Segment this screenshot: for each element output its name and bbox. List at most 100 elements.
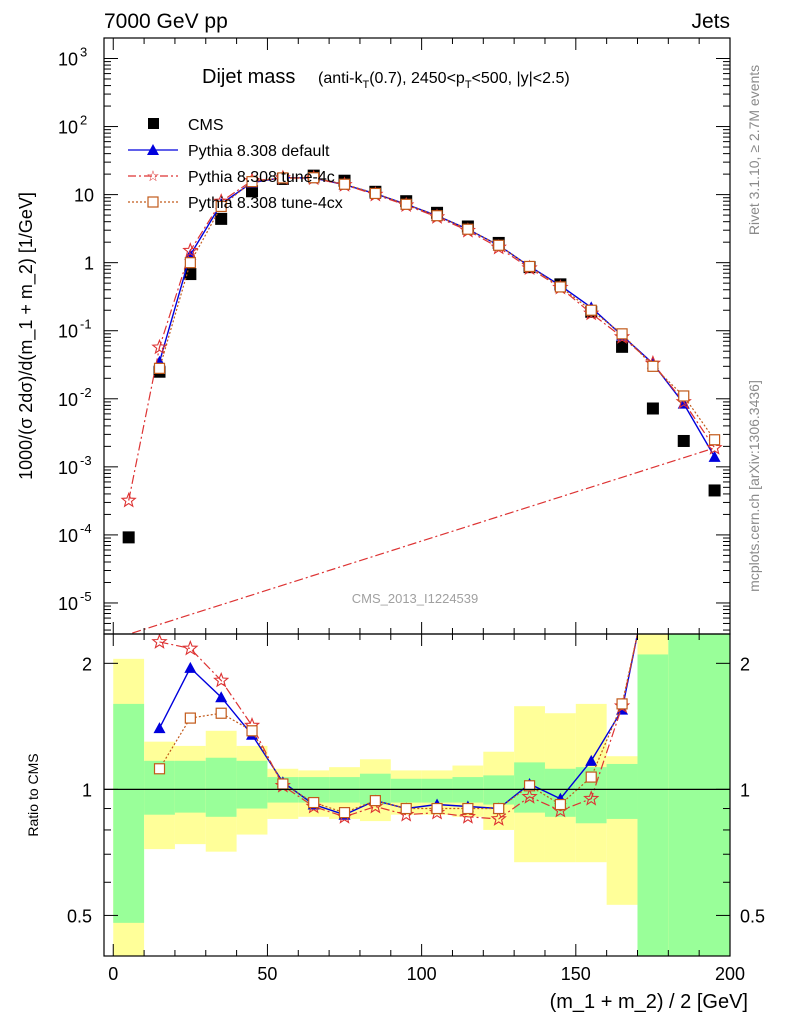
ratio-point-pythia-8-308-tune-4cx (462, 802, 474, 815)
main-point-pythia-8-308-tune-4cx (431, 210, 443, 222)
ratio-point-pythia-8-308-tune-4cx (308, 796, 320, 809)
main-point-pythia-8-308-tune-4cx (554, 281, 566, 293)
y-axis-label-ratio: Ratio to CMS (25, 753, 41, 836)
y-tick-label: 10 (58, 390, 78, 410)
header-left: 7000 GeV pp (104, 10, 228, 33)
main-point-pythia-8-308-tune-4cx (493, 239, 505, 251)
ratio-y-tick-label-right: 1 (740, 780, 750, 800)
main-point-pythia-8-308-tune-4cx (246, 176, 258, 188)
ratio-y-tick-label: 2 (82, 654, 92, 674)
ratio-point-pythia-8-308-tune-4c (151, 633, 168, 649)
ratio-band-inner (205, 757, 237, 817)
main-point-pythia-8-308-tune-4cx (616, 328, 628, 340)
ratio-y-tick-label-right: 2 (740, 654, 750, 674)
y-tick-label-exponent: 2 (80, 113, 87, 128)
main-point-pythia-8-308-tune-4c (182, 242, 199, 258)
ratio-point-pythia-8-308-tune-4c (490, 810, 507, 826)
x-tick-label: 150 (561, 964, 591, 984)
ratio-band-inner (668, 634, 730, 956)
main-point-cms (122, 531, 135, 544)
ratio-uncertainty-bands (113, 634, 730, 956)
y-tick-label-exponent: -1 (80, 317, 92, 332)
y-tick-label: 10 (74, 186, 94, 206)
y-tick-label-exponent: -2 (80, 385, 92, 400)
ratio-band-inner (390, 778, 422, 803)
ratio-point-pythia-8-308-default (585, 754, 598, 766)
main-point-pythia-8-308-tune-4cx (523, 260, 536, 273)
ratio-point-pythia-8-308-tune-4c (521, 788, 538, 804)
main-point-pythia-8-308-tune-4c (706, 439, 723, 455)
main-point-pythia-8-308-tune-4cx (647, 360, 659, 372)
x-tick-label: 100 (407, 964, 437, 984)
ratio-point-pythia-8-308-tune-4cx (277, 778, 289, 790)
mcplots-text: mcplots.cern.ch [arXiv:1306.3436] (746, 380, 762, 592)
ratio-point-pythia-8-308-tune-4cx (369, 795, 381, 807)
y-tick-label: 1 (84, 254, 94, 274)
ratio-band-inner (637, 654, 669, 956)
y-tick-label: 10 (58, 49, 78, 69)
legend: CMS Pythia 8.308 default ☆ Pythia 8.308 … (128, 117, 343, 212)
main-point-pythia-8-308-tune-4cx (400, 198, 412, 210)
main-point-cms (646, 402, 659, 415)
ratio-y-tick-label: 1 (82, 780, 92, 800)
legend-label-cms: CMS (188, 117, 224, 134)
main-point-pythia-8-308-default (677, 397, 690, 409)
rivet-version-text: Rivet 3.1.10, ≥ 2.7M events (746, 65, 762, 235)
ratio-band-inner (236, 760, 268, 809)
main-point-pythia-8-308-tune-4cx (184, 257, 196, 269)
main-point-cms (215, 212, 228, 225)
legend-marker-tune4cx (147, 196, 159, 208)
ratio-band-inner (113, 703, 145, 923)
ratio-series (151, 633, 639, 826)
y-tick-label: 10 (58, 118, 78, 138)
main-point-pythia-8-308-tune-4cx (462, 223, 474, 235)
ratio-point-pythia-8-308-tune-4cx (153, 763, 166, 775)
y-tick-label: 10 (58, 594, 78, 614)
legend-marker-tune4c: ☆ (146, 168, 159, 185)
main-point-cms (677, 434, 690, 447)
ratio-frame (103, 633, 731, 957)
chart-title: Dijet mass (anti-kT(0.7), 2450<pT<500, |… (202, 66, 570, 91)
y-tick-label: 10 (58, 458, 78, 478)
legend-label-tune4cx: Pythia 8.308 tune-4cx (188, 195, 343, 212)
main-line-pythia-8-308-tune-4c (128, 177, 716, 635)
main-point-pythia-8-308-tune-4c (120, 491, 137, 508)
y-tick-label: 10 (58, 322, 78, 342)
main-point-pythia-8-308-tune-4cx (369, 187, 381, 200)
main-point-pythia-8-308-tune-4cx (678, 390, 690, 402)
main-point-pythia-8-308-tune-4cx (308, 172, 320, 184)
ratio-point-pythia-8-308-tune-4c (583, 790, 600, 806)
x-tick-label: 0 (108, 964, 118, 984)
main-point-pythia-8-308-default (708, 450, 721, 462)
ratio-band-inner (421, 778, 453, 803)
y-tick-label-exponent: -4 (80, 521, 92, 536)
ratio-point-pythia-8-308-tune-4cx (493, 802, 505, 815)
header-right: Jets (691, 10, 730, 33)
y-tick-label: 10 (58, 526, 78, 546)
ratio-point-pythia-8-308-tune-4cx (554, 798, 566, 811)
legend-marker-default (147, 144, 159, 155)
ratio-point-pythia-8-308-tune-4cx (616, 698, 628, 710)
ratio-point-pythia-8-308-tune-4cx (338, 807, 351, 819)
main-point-cms (246, 185, 259, 198)
main-point-pythia-8-308-tune-4cx (215, 200, 227, 213)
ratio-point-pythia-8-308-default (153, 722, 166, 734)
main-point-pythia-8-308-tune-4cx (277, 172, 289, 184)
chart-title-detail: (anti-kT(0.7), 2450<pT<500, |y|<2.5) (318, 70, 570, 91)
ratio-point-pythia-8-308-tune-4c (213, 671, 230, 688)
main-series (120, 169, 723, 635)
x-axis-label: (m_1 + m_2) / 2 [GeV] (550, 991, 748, 1013)
ratio-y-tick-label: 0.5 (67, 906, 92, 926)
main-point-cms (616, 340, 629, 353)
y-tick-label-exponent: -5 (80, 589, 92, 604)
main-point-pythia-8-308-tune-4c (151, 338, 168, 355)
main-point-cms (708, 484, 721, 497)
ratio-point-pythia-8-308-default (184, 661, 197, 673)
main-point-pythia-8-308-tune-4cx (708, 434, 721, 446)
ratio-point-pythia-8-308-tune-4cx (400, 802, 412, 815)
ratio-point-pythia-8-308-tune-4cx (431, 802, 443, 815)
main-point-pythia-8-308-tune-4cx (585, 304, 597, 316)
ratio-point-pythia-8-308-tune-4cx (523, 780, 536, 792)
x-tick-label: 200 (715, 964, 745, 984)
